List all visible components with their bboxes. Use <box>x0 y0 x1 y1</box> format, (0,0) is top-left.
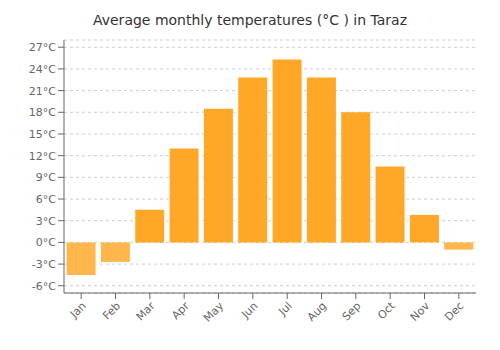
svg-text:12°C: 12°C <box>29 150 56 163</box>
svg-text:Nov: Nov <box>408 299 433 324</box>
svg-text:May: May <box>201 299 227 325</box>
svg-text:27°C: 27°C <box>29 41 56 54</box>
svg-text:6°C: 6°C <box>36 193 56 206</box>
svg-text:Jun: Jun <box>238 299 260 321</box>
svg-text:15°C: 15°C <box>29 128 56 141</box>
svg-text:Feb: Feb <box>100 299 123 322</box>
svg-text:-3°C: -3°C <box>32 258 56 271</box>
html-text:Average monthly temperatures (: Average monthly temperatures (°C ) in Ta… <box>93 12 407 28</box>
svg-text:Jul: Jul <box>276 299 295 318</box>
svg-text:0°C: 0°C <box>36 236 56 249</box>
svg-text:Mar: Mar <box>134 299 158 323</box>
svg-text:Sep: Sep <box>340 299 364 323</box>
svg-text:Jan: Jan <box>67 299 89 321</box>
svg-text:Aug: Aug <box>305 299 329 323</box>
svg-text:9°C: 9°C <box>36 171 56 184</box>
svg-text:3°C: 3°C <box>36 215 56 228</box>
svg-text:18°C: 18°C <box>29 106 56 119</box>
svg-text:24°C: 24°C <box>29 63 56 76</box>
svg-text:-6°C: -6°C <box>32 280 56 293</box>
svg-text:21°C: 21°C <box>29 85 56 98</box>
svg-text:Oct: Oct <box>375 299 398 322</box>
svg-text:Apr: Apr <box>169 299 192 322</box>
svg-text:Dec: Dec <box>442 299 466 323</box>
